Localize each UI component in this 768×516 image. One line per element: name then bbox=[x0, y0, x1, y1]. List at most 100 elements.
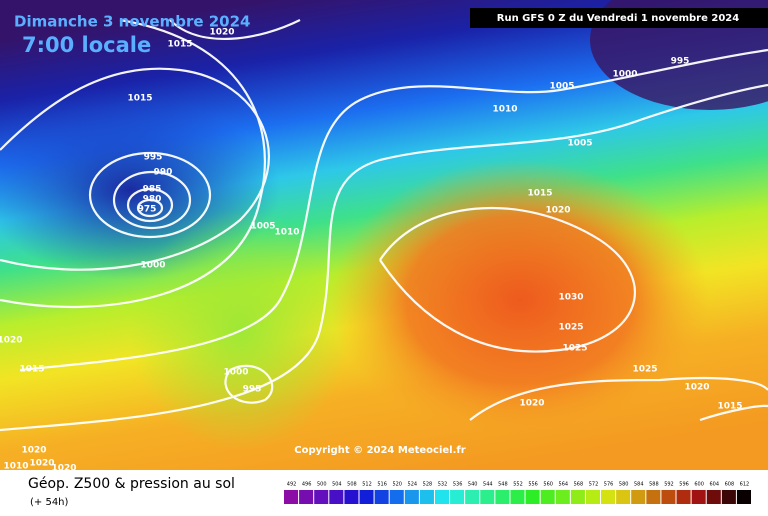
colorbar-label: 496 bbox=[302, 482, 312, 488]
isobar-label: 1005 bbox=[549, 82, 574, 92]
valid-time: 7:00 locale bbox=[22, 33, 151, 57]
forecast-lead: (+ 54h) bbox=[30, 497, 69, 508]
isobar-label: 1005 bbox=[250, 222, 275, 232]
isobar-label: 1015 bbox=[527, 189, 552, 199]
valid-date: Dimanche 3 novembre 2024 bbox=[14, 13, 251, 31]
isobar-label: 1020 bbox=[29, 459, 54, 469]
colorbar-swatch bbox=[389, 490, 404, 504]
colorbar-label: 540 bbox=[468, 482, 478, 488]
colorbar-swatch bbox=[736, 490, 751, 504]
isobar-label: 1025 bbox=[558, 323, 583, 333]
colorbar-label: 544 bbox=[483, 482, 493, 488]
colorbar-swatch bbox=[510, 490, 525, 504]
colorbar-swatch bbox=[284, 490, 299, 504]
colorbar-label: 528 bbox=[423, 482, 433, 488]
isobar-label: 975 bbox=[138, 205, 157, 215]
isobar-label: 1000 bbox=[223, 368, 248, 378]
colorbar-swatch bbox=[344, 490, 359, 504]
colorbar-label: 508 bbox=[347, 482, 357, 488]
isobar-label: 1010 bbox=[274, 228, 299, 238]
colorbar-label: 584 bbox=[634, 482, 644, 488]
colorbar-label: 548 bbox=[498, 482, 508, 488]
isobar-label: 1005 bbox=[567, 139, 592, 149]
colorbar-label: 516 bbox=[377, 482, 387, 488]
colorbar-label: 552 bbox=[513, 482, 523, 488]
colorbar-swatch bbox=[706, 490, 721, 504]
isobar-label: 1020 bbox=[51, 464, 76, 474]
isobar-label: 995 bbox=[671, 57, 690, 67]
colorbar-label: 600 bbox=[694, 482, 704, 488]
isobar-label: 1030 bbox=[558, 293, 583, 303]
colorbar-label: 504 bbox=[332, 482, 342, 488]
isobar-label: 1025 bbox=[632, 365, 657, 375]
run-banner bbox=[470, 8, 768, 28]
isobar-label: 1015 bbox=[127, 94, 152, 104]
colorbar-swatch bbox=[419, 490, 434, 504]
colorbar-label: 564 bbox=[559, 482, 569, 488]
colorbar-label: 588 bbox=[649, 482, 659, 488]
isobar-label: 1015 bbox=[167, 40, 192, 50]
isobar-label: 1020 bbox=[519, 399, 544, 409]
colorbar-label: 560 bbox=[543, 482, 553, 488]
copyright: Copyright © 2024 Meteociel.fr bbox=[294, 445, 465, 456]
colorbar-swatch bbox=[314, 490, 329, 504]
colorbar-label: 524 bbox=[408, 482, 418, 488]
colorbar-label: 576 bbox=[604, 482, 614, 488]
colorbar-swatch bbox=[404, 490, 419, 504]
isobar-label: 990 bbox=[154, 168, 173, 178]
colorbar-swatch bbox=[329, 490, 344, 504]
colorbar-label: 512 bbox=[362, 482, 372, 488]
footer-title: Géop. Z500 & pression au sol bbox=[28, 476, 235, 492]
colorbar-label: 556 bbox=[528, 482, 538, 488]
colorbar-swatch bbox=[721, 490, 736, 504]
isobar-label: 1000 bbox=[612, 70, 637, 80]
colorbar-label: 604 bbox=[709, 482, 719, 488]
colorbar-swatch bbox=[359, 490, 374, 504]
ridge-area bbox=[330, 160, 710, 440]
colorbar-swatch bbox=[525, 490, 540, 504]
isobar-label: 1020 bbox=[0, 336, 23, 346]
isobar-label: 1015 bbox=[19, 365, 44, 375]
colorbar-swatch bbox=[616, 490, 631, 504]
colorbar-swatch bbox=[495, 490, 510, 504]
isobars bbox=[0, 18, 768, 432]
isobar-label: 1010 bbox=[3, 462, 28, 472]
colorbar-swatch bbox=[585, 490, 601, 504]
isobar-label: 1020 bbox=[21, 446, 46, 456]
colorbar-swatch bbox=[631, 490, 646, 504]
colorbar-swatch bbox=[691, 490, 706, 504]
colorbar-swatch bbox=[434, 490, 450, 504]
colorbar-swatch bbox=[450, 490, 465, 504]
isobar-label: 1020 bbox=[684, 383, 709, 393]
colorbar-swatch bbox=[646, 490, 661, 504]
colorbar-swatch bbox=[374, 490, 389, 504]
colorbar-label: 580 bbox=[619, 482, 629, 488]
colorbar-swatch bbox=[601, 490, 616, 504]
colorbar-swatch bbox=[465, 490, 480, 504]
isobar-label: 1000 bbox=[140, 261, 165, 271]
colorbar-swatch bbox=[555, 490, 570, 504]
colorbar-label: 520 bbox=[392, 482, 402, 488]
colorbar-label: 612 bbox=[740, 482, 750, 488]
isobar-label: 1020 bbox=[209, 28, 234, 38]
colorbar-label: 532 bbox=[438, 482, 448, 488]
colorbar-swatch bbox=[480, 490, 495, 504]
run-info: Run GFS 0 Z du Vendredi 1 novembre 2024 bbox=[497, 13, 739, 24]
colorbar-label: 572 bbox=[589, 482, 599, 488]
colorbar-swatch bbox=[570, 490, 585, 504]
colorbar-swatch bbox=[540, 490, 555, 504]
isobar-label: 995 bbox=[144, 153, 163, 163]
colorbar-swatch bbox=[676, 490, 691, 504]
colorbar-label: 592 bbox=[664, 482, 674, 488]
colorbar-label: 500 bbox=[317, 482, 327, 488]
isobar-label: 1015 bbox=[717, 402, 742, 412]
isobar-label: 980 bbox=[143, 195, 162, 205]
isobar-label: 1025 bbox=[562, 344, 587, 354]
colorbar-swatch bbox=[299, 490, 314, 504]
isobar-label: 1010 bbox=[492, 105, 517, 115]
isobar-label: 995 bbox=[243, 385, 262, 395]
colorbar-label: 536 bbox=[453, 482, 463, 488]
isobar-label: 985 bbox=[143, 185, 162, 195]
isobar-label: 1020 bbox=[545, 206, 570, 216]
